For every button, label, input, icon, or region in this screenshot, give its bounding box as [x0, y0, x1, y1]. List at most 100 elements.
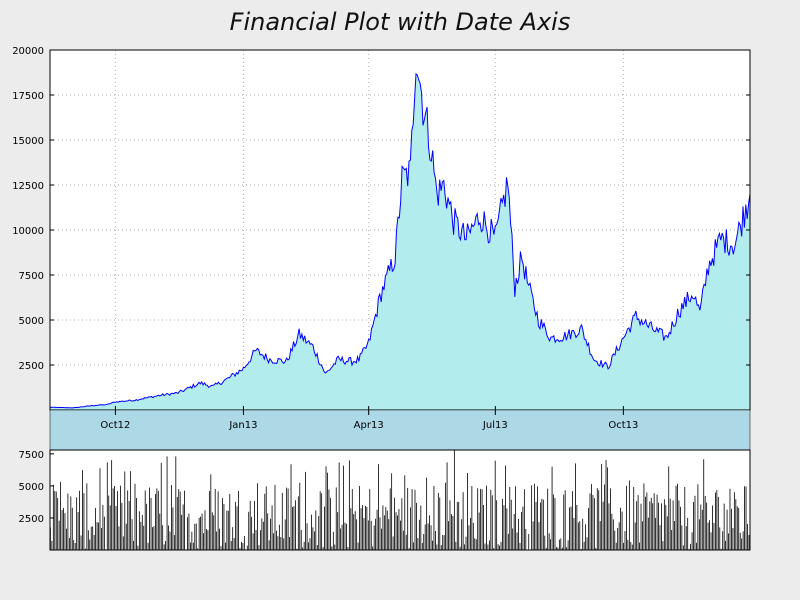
volume-bar [200, 516, 202, 550]
volume-bar [700, 504, 702, 550]
volume-bar [528, 534, 530, 550]
volume-bar [680, 506, 681, 550]
volume-bar [353, 514, 355, 550]
volume-bar [362, 505, 363, 550]
volume-bar [505, 465, 506, 550]
volume-bar [156, 488, 158, 550]
volume-bar [277, 536, 279, 550]
volume-bar [738, 507, 740, 550]
volume-bar [51, 540, 53, 550]
volume-bar [400, 520, 401, 550]
date-axis-band [49, 409, 751, 451]
volume-bar [449, 500, 451, 550]
volume-bar [397, 515, 398, 550]
volume-bar [283, 538, 285, 550]
volume-bar [77, 512, 79, 550]
volume-bar [521, 512, 522, 550]
volume-bar [621, 511, 623, 550]
volume-bar [138, 511, 140, 550]
volume-bar [327, 472, 328, 550]
volume-bar [372, 546, 374, 550]
volume-bar [340, 528, 342, 550]
volume-bar [343, 465, 344, 550]
volume-bar [257, 483, 258, 550]
volume-bar [426, 477, 428, 550]
volume-bar [293, 506, 295, 550]
volume-bar [575, 463, 576, 550]
volume-bar [472, 522, 474, 550]
volume-bar [229, 493, 231, 550]
volume-bar [127, 490, 129, 550]
volume-bar [354, 511, 356, 550]
volume-bar [182, 504, 184, 550]
volume-bar [382, 505, 384, 550]
volume-bar [347, 546, 349, 550]
volume-bar [615, 542, 617, 550]
volume-bar [82, 470, 83, 550]
volume-bar [745, 486, 747, 550]
volume-bar [251, 516, 253, 550]
volume-bar [672, 500, 674, 550]
volume-bar [295, 500, 296, 550]
volume-bar [523, 489, 525, 550]
volume-bar [418, 519, 420, 550]
volume-bar [155, 493, 156, 550]
volume-bar [392, 536, 394, 550]
volume-bar [553, 494, 554, 550]
volume-bar [678, 500, 680, 550]
volume-bar [671, 530, 673, 550]
volume-bar [357, 542, 359, 550]
volume-bar [172, 507, 174, 550]
volume-bar [389, 488, 391, 550]
volume-bar [120, 485, 121, 550]
volume-bar [163, 544, 165, 550]
y-tick-label: 7500 [19, 271, 44, 282]
volume-bar [704, 495, 706, 550]
volume-bar [264, 493, 266, 550]
volume-bar [599, 521, 601, 550]
y-tick-label: 17500 [12, 91, 44, 102]
volume-bar [583, 541, 585, 550]
volume-bar [149, 487, 150, 550]
volume-bar [736, 506, 738, 550]
volume-bar [85, 548, 86, 550]
volume-bar [712, 505, 713, 550]
volume-bar [238, 490, 239, 550]
volume-bar [542, 499, 544, 550]
volume-bar [401, 498, 403, 550]
volume-bar [319, 491, 321, 550]
volume-bar [569, 507, 570, 550]
volume-bar [493, 548, 495, 550]
volume-bar [109, 505, 111, 550]
volume-bar [620, 507, 622, 550]
volume-bar [503, 505, 505, 550]
volume-bar [491, 495, 493, 550]
volume-bar [572, 491, 573, 550]
volume-bar [703, 459, 705, 550]
volume-bar [241, 541, 242, 550]
volume-bar [178, 489, 180, 550]
volume-bar [669, 498, 671, 550]
volume-bar [284, 519, 286, 550]
volume-bar [325, 466, 327, 550]
volume-bar [271, 505, 273, 550]
volume-bar [500, 541, 502, 550]
volume-bar [701, 509, 703, 550]
volume-bar [230, 540, 232, 550]
volume-bar [455, 541, 457, 550]
volume-bar [249, 500, 251, 550]
volume-bar [577, 522, 579, 550]
volume-bar [435, 530, 436, 550]
volume-bar [334, 544, 336, 550]
volume-bar [531, 485, 533, 550]
volume-bar [723, 503, 725, 550]
volume-bar [214, 488, 216, 550]
volume-bar [373, 525, 375, 550]
volume-bar [628, 480, 630, 550]
y-tick-label: 15000 [12, 136, 44, 147]
volume-bar [694, 495, 696, 550]
volume-bar [66, 528, 67, 550]
volume-bar [693, 502, 694, 550]
volume-bar [379, 517, 381, 550]
